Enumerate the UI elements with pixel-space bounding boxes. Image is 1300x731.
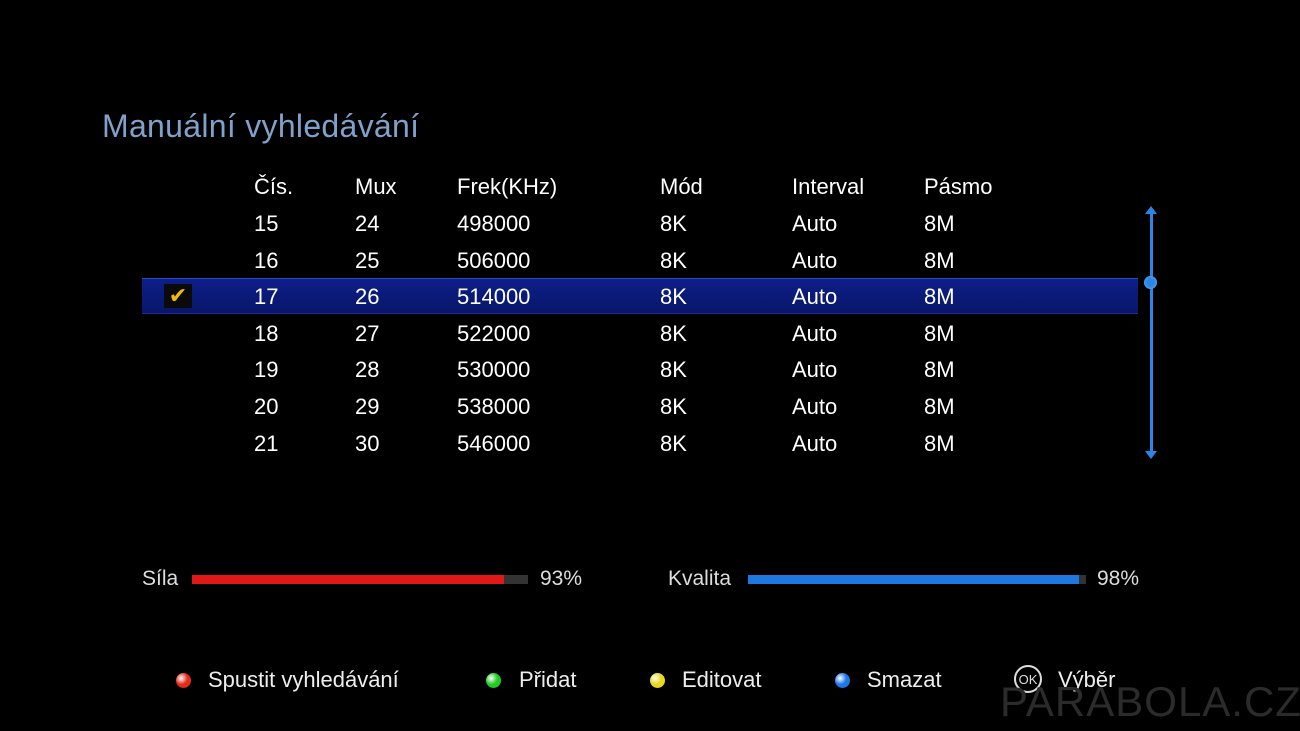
- cell-mode: 8K: [660, 247, 687, 273]
- table-row[interactable]: ✔ 17 26 514000 8K Auto 8M: [0, 278, 1300, 315]
- cell-num: 21: [254, 430, 279, 456]
- watermark-logo: PARABOLA.CZ: [1000, 678, 1300, 725]
- cell-interval: Auto: [792, 247, 838, 273]
- ok-button-icon[interactable]: OK: [1014, 665, 1042, 693]
- table-row[interactable]: 15 24 498000 8K Auto 8M: [0, 205, 1300, 241]
- cell-mode: 8K: [660, 430, 687, 456]
- table-row[interactable]: 18 27 522000 8K Auto 8M: [0, 315, 1300, 351]
- cell-mode: 8K: [660, 211, 687, 236]
- cell-mode: 8K: [660, 394, 687, 419]
- cell-mode: 8K: [660, 320, 687, 346]
- col-mux-header: Mux: [355, 174, 397, 199]
- cell-num: 18: [254, 320, 279, 346]
- cell-num: 19: [254, 357, 279, 383]
- scrollbar-track[interactable]: [1150, 212, 1153, 454]
- table-row[interactable]: 21 30 546000 8K Auto 8M: [0, 425, 1300, 461]
- cell-mux: 28: [355, 357, 380, 383]
- cell-band: 8M: [924, 284, 955, 310]
- yellow-button-icon[interactable]: [650, 673, 665, 688]
- cell-num: 20: [254, 394, 279, 419]
- scroll-down-arrow-icon[interactable]: [1145, 451, 1157, 459]
- cell-interval: Auto: [792, 211, 838, 236]
- col-mode-header: Mód: [660, 174, 703, 199]
- col-interval-header: Interval: [792, 174, 865, 199]
- cell-interval: Auto: [792, 284, 838, 310]
- cell-freq: 498000: [457, 211, 531, 236]
- table-row[interactable]: 19 28 530000 8K Auto 8M: [0, 351, 1300, 387]
- cell-mux: 30: [355, 430, 380, 456]
- quality-bar: [748, 575, 1086, 584]
- red-button-icon[interactable]: [176, 673, 191, 688]
- cell-mode: 8K: [660, 284, 687, 310]
- col-band-header: Pásmo: [924, 174, 993, 199]
- cell-mux: 26: [355, 284, 380, 310]
- green-button-icon[interactable]: [486, 673, 501, 688]
- cell-mux: 24: [355, 211, 380, 236]
- cell-band: 8M: [924, 247, 955, 273]
- cell-freq: 530000: [457, 357, 531, 383]
- blue-button-icon[interactable]: [835, 673, 850, 688]
- cell-interval: Auto: [792, 320, 838, 346]
- scroll-up-arrow-icon[interactable]: [1145, 206, 1157, 214]
- cell-freq: 546000: [457, 430, 531, 456]
- cell-num: 17: [254, 284, 279, 310]
- cell-band: 8M: [924, 320, 955, 346]
- strength-bar: [192, 575, 528, 584]
- cell-mux: 27: [355, 320, 380, 346]
- strength-label: Síla: [142, 567, 179, 590]
- cell-band: 8M: [924, 357, 955, 383]
- legend-start-scan[interactable]: Spustit vyhledávání: [208, 667, 399, 692]
- legend-edit[interactable]: Editovat: [682, 667, 762, 692]
- col-freq-header: Frek(KHz): [457, 174, 558, 199]
- cell-num: 16: [254, 247, 279, 273]
- legend-delete[interactable]: Smazat: [867, 667, 942, 692]
- cell-mux: 29: [355, 394, 380, 419]
- cell-freq: 538000: [457, 394, 531, 419]
- cell-interval: Auto: [792, 357, 838, 383]
- legend-select[interactable]: Výběr: [1058, 667, 1116, 692]
- cell-band: 8M: [924, 394, 955, 419]
- cell-band: 8M: [924, 430, 955, 456]
- strength-bar-fill: [192, 575, 505, 584]
- page-title: Manuální vyhledávání: [102, 108, 420, 144]
- cell-num: 15: [254, 211, 279, 236]
- cell-freq: 506000: [457, 247, 531, 273]
- strength-value: 93%: [540, 567, 583, 590]
- table-row[interactable]: 16 25 506000 8K Auto 8M: [0, 242, 1300, 278]
- cell-interval: Auto: [792, 394, 838, 419]
- quality-label: Kvalita: [668, 567, 732, 590]
- cell-mode: 8K: [660, 357, 687, 383]
- table-row[interactable]: 20 29 538000 8K Auto 8M: [0, 388, 1300, 424]
- cell-mux: 25: [355, 247, 380, 273]
- cell-interval: Auto: [792, 430, 838, 456]
- cell-freq: 522000: [457, 320, 531, 346]
- col-num-header: Čís.: [254, 174, 294, 199]
- quality-value: 98%: [1097, 567, 1140, 590]
- check-icon: ✔: [164, 283, 192, 309]
- scrollbar-thumb[interactable]: [1144, 276, 1157, 289]
- selection-highlight: [142, 278, 1138, 315]
- cell-freq: 514000: [457, 284, 531, 310]
- legend-add[interactable]: Přidat: [519, 667, 577, 692]
- cell-band: 8M: [924, 211, 955, 236]
- quality-bar-fill: [748, 575, 1080, 584]
